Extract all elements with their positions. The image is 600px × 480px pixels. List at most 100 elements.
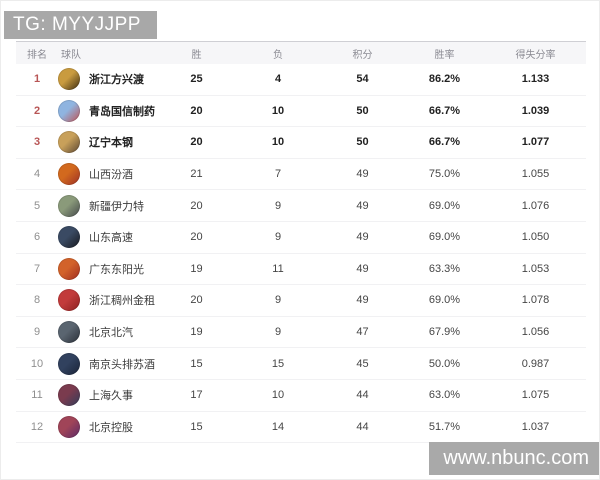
ratio-cell: 1.050 [521,231,550,244]
team-cell: 山西汾酒 [58,163,158,186]
table-row[interactable]: 4 山西汾酒 21 7 49 75.0% 1.055 [16,158,586,191]
winrate-cell: 69.0% [428,294,461,307]
site-watermark-label: www.nbunc.com [443,447,589,469]
table-row[interactable]: 6 山东高速 20 9 49 69.0% 1.050 [16,221,586,254]
ratio-cell: 1.037 [521,420,550,433]
points-cell: 50 [356,104,369,117]
dragon-seal-logo [58,163,80,186]
losses-cell: 9 [274,199,282,212]
losses-cell: 4 [274,73,282,86]
monkey-logo [58,352,80,375]
ratio-cell: 1.039 [521,104,550,117]
site-watermark-bar: www.nbunc.com [429,442,599,475]
losses-cell: 10 [271,136,285,149]
team-cell: 浙江稠州金租 [58,289,158,312]
wins-cell: 20 [190,104,203,117]
wins-cell: 15 [190,357,203,370]
ratio-cell: 0.987 [521,357,550,370]
table-row[interactable]: 7 广东东阳光 19 11 49 63.3% 1.053 [16,253,586,286]
team-cell: 山东高速 [58,226,158,249]
table-row[interactable]: 8 浙江稠州金租 20 9 49 69.0% 1.078 [16,285,586,317]
ratio-cell: 1.133 [521,73,550,86]
rank-cell: 11 [31,389,43,402]
table-row[interactable]: 3 辽宁本钢 20 10 50 66.7% 1.077 [16,127,586,159]
ratio-cell: 1.078 [521,294,550,307]
winrate-cell: 51.7% [428,420,461,433]
winrate-cell: 66.7% [428,104,461,117]
winrate-cell: 63.3% [428,262,461,275]
table-row[interactable]: 9 北京北汽 19 9 47 67.9% 1.056 [16,316,586,349]
wins-cell: 20 [190,294,203,307]
rank-cell: 3 [33,136,41,149]
ratio-cell: 1.055 [521,168,550,181]
team-name: 浙江方兴渡 [89,74,144,87]
team-cell: 南京头排苏酒 [58,352,158,375]
col-ratio: 得失分率 [515,49,556,61]
kirin-logo [58,226,80,249]
winrate-cell: 66.7% [428,136,461,149]
winrate-cell: 86.2% [428,73,461,86]
shark-logo [58,384,80,407]
points-cell: 49 [356,231,369,244]
team-cell: 北京控股 [58,415,158,438]
rank-cell: 8 [33,294,41,307]
team-cell: 青岛国信制药 [58,99,158,122]
lion-logo [58,68,80,91]
points-cell: 54 [356,73,369,86]
col-points: 积分 [352,49,373,61]
ratio-cell: 1.053 [521,262,550,275]
wins-cell: 15 [190,420,203,433]
losses-cell: 9 [274,326,282,339]
table-row[interactable]: 5 新疆伊力特 20 9 49 69.0% 1.076 [16,190,586,222]
ratio-cell: 1.075 [521,389,550,402]
tiger-head-logo [58,257,80,280]
losses-cell: 10 [271,104,285,117]
team-cell: 上海久事 [58,384,158,407]
rank-cell: 9 [33,326,41,339]
team-name: 青岛国信制药 [89,105,155,118]
team-cell: 辽宁本钢 [58,131,158,154]
wins-cell: 20 [190,231,203,244]
tg-watermark-label: TG: MYYJJPP [13,14,141,35]
losses-cell: 10 [271,389,285,402]
col-winrate: 胜率 [434,49,455,61]
ratio-cell: 1.076 [521,199,550,212]
ratio-cell: 1.077 [521,136,550,149]
table-row[interactable]: 10 南京头排苏酒 15 15 45 50.0% 0.987 [16,348,586,380]
team-cell: 广东东阳光 [58,257,158,280]
team-name: 辽宁本钢 [89,137,133,150]
winrate-cell: 63.0% [428,389,461,402]
points-cell: 49 [356,199,369,212]
winrate-cell: 50.0% [428,357,461,370]
team-cell: 北京北汽 [58,321,158,344]
rank-cell: 12 [30,420,44,433]
ratio-cell: 1.056 [521,326,550,339]
losses-cell: 9 [274,231,282,244]
table-row[interactable]: 12 北京控股 15 14 44 51.7% 1.037 [16,411,586,444]
points-cell: 49 [356,262,369,275]
col-wins: 胜 [191,49,202,61]
dragon-logo [58,321,80,344]
table-body: 1 浙江方兴渡 25 4 54 86.2% 1.133 2 青岛国信制药 20 … [16,64,586,444]
wins-cell: 25 [190,73,203,86]
table-header-row: 排名 球队 胜 负 积分 胜率 得失分率 [16,41,586,64]
bull-logo [58,289,80,312]
table-row[interactable]: 2 青岛国信制药 20 10 50 66.7% 1.039 [16,95,586,128]
team-name: 山东高速 [89,232,133,245]
wins-cell: 17 [190,389,203,402]
team-name: 北京控股 [89,421,133,434]
winrate-cell: 67.9% [428,326,461,339]
points-cell: 50 [356,136,369,149]
table-row[interactable]: 11 上海久事 17 10 44 63.0% 1.075 [16,379,586,412]
winrate-cell: 75.0% [428,168,461,181]
points-cell: 44 [356,389,369,402]
wins-cell: 19 [190,326,203,339]
rank-cell: 2 [33,104,41,117]
points-cell: 44 [356,420,369,433]
points-cell: 49 [356,168,369,181]
table-row[interactable]: 1 浙江方兴渡 25 4 54 86.2% 1.133 [16,64,586,96]
losses-cell: 14 [271,420,285,433]
winrate-cell: 69.0% [428,231,461,244]
team-name: 新疆伊力特 [89,200,144,213]
